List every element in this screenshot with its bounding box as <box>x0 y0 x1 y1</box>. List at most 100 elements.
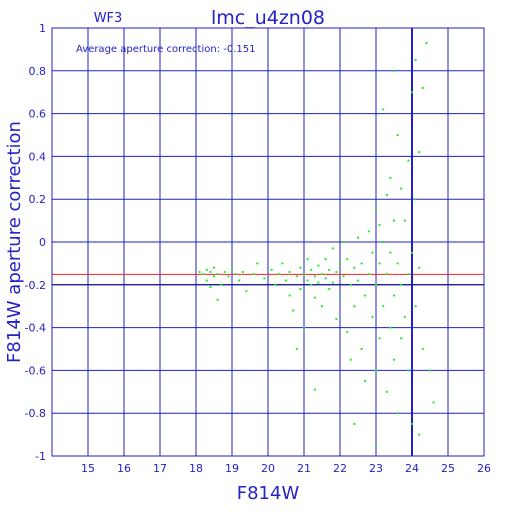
data-point <box>277 273 280 276</box>
chart-title: lmc_u4zn08 <box>211 7 325 29</box>
data-point <box>393 358 395 361</box>
x-tick-label: 22 <box>333 462 347 475</box>
data-point <box>274 283 277 286</box>
reference-lines <box>52 28 484 456</box>
data-point <box>418 433 421 436</box>
data-point <box>385 273 388 276</box>
data-point <box>328 268 331 271</box>
data-point <box>403 315 406 318</box>
y-tick-label: 0.6 <box>29 108 47 121</box>
data-point <box>321 273 323 276</box>
y-tick-label: -0.6 <box>25 364 46 377</box>
data-point <box>209 270 212 273</box>
data-point <box>324 258 327 261</box>
data-point <box>396 262 399 265</box>
data-point <box>375 369 377 372</box>
data-point <box>357 279 359 282</box>
data-point <box>205 279 208 282</box>
data-point <box>317 264 320 267</box>
data-point <box>360 348 363 350</box>
data-point <box>389 326 392 329</box>
data-point <box>252 273 255 276</box>
data-point <box>299 266 302 269</box>
data-point <box>342 241 345 243</box>
data-points <box>198 41 435 447</box>
y-tick-label: -0.2 <box>25 279 46 292</box>
data-point <box>313 275 316 278</box>
data-point <box>393 219 395 222</box>
data-point <box>411 91 413 94</box>
y-tick-label: 0 <box>39 236 46 249</box>
x-axis-label: F814W <box>237 483 300 504</box>
x-tick-label: 20 <box>261 462 275 475</box>
x-tick-label: 17 <box>153 462 167 475</box>
y-tick-label: 0.8 <box>29 65 47 78</box>
data-point <box>231 268 233 271</box>
data-point <box>223 270 226 273</box>
data-point <box>382 305 385 308</box>
panel-label: WF3 <box>94 11 123 26</box>
x-tick-label: 16 <box>117 462 131 475</box>
data-point <box>245 290 248 293</box>
data-point <box>349 283 352 286</box>
data-point <box>295 348 298 350</box>
data-point <box>241 270 244 273</box>
data-point <box>202 273 205 276</box>
data-point <box>403 219 406 222</box>
data-point <box>299 288 302 291</box>
x-tick-label: 24 <box>405 462 419 475</box>
x-tick-label: 26 <box>477 462 491 475</box>
data-point <box>306 279 309 282</box>
data-point <box>328 288 331 291</box>
data-point <box>353 422 356 425</box>
data-point <box>306 258 309 261</box>
data-point <box>321 305 323 308</box>
data-point <box>389 251 392 254</box>
data-point <box>371 251 374 254</box>
plot-frame <box>51 27 485 457</box>
data-point <box>313 388 316 391</box>
data-point <box>342 275 345 278</box>
x-tick-label: 21 <box>297 462 311 475</box>
data-point <box>216 273 219 276</box>
data-point <box>335 318 338 321</box>
data-point <box>371 315 374 318</box>
data-point <box>414 198 417 201</box>
y-tick-labels: -1 -0.8 -0.6 -0.4 -0.2 0 0.2 0.4 0.6 0.8 1 <box>25 22 46 463</box>
data-point <box>385 390 388 393</box>
data-point <box>216 298 219 301</box>
data-point <box>317 281 320 284</box>
data-point <box>295 275 298 278</box>
data-point <box>400 337 403 340</box>
data-point <box>281 262 284 265</box>
data-point <box>393 294 395 297</box>
data-point <box>346 258 349 261</box>
y-tick-label: -0.4 <box>25 322 46 335</box>
data-point <box>349 358 352 361</box>
data-point <box>411 422 413 425</box>
data-point <box>263 277 266 280</box>
average-annotation: Average aperture correction: -0.151 <box>76 44 256 55</box>
data-point <box>285 279 287 282</box>
data-point <box>385 193 388 196</box>
y-tick-label: -0.8 <box>25 407 46 420</box>
data-point <box>421 86 424 89</box>
x-tick-label: 19 <box>225 462 239 475</box>
data-point <box>407 369 410 372</box>
data-point <box>396 134 399 136</box>
data-point <box>303 273 305 276</box>
x-tick-labels: 15 16 17 18 19 20 21 22 23 24 25 26 <box>81 462 491 475</box>
data-point <box>313 296 316 299</box>
y-tick-label: 0.4 <box>29 150 47 163</box>
data-point <box>324 277 327 280</box>
data-point <box>389 176 392 179</box>
data-point <box>396 412 399 415</box>
data-point <box>367 230 370 233</box>
y-axis-label: F814W aperture correction <box>4 121 25 363</box>
data-point <box>270 268 273 271</box>
data-point <box>353 305 356 308</box>
data-point <box>353 266 356 269</box>
x-tick-label: 18 <box>189 462 203 475</box>
data-point <box>418 266 421 269</box>
